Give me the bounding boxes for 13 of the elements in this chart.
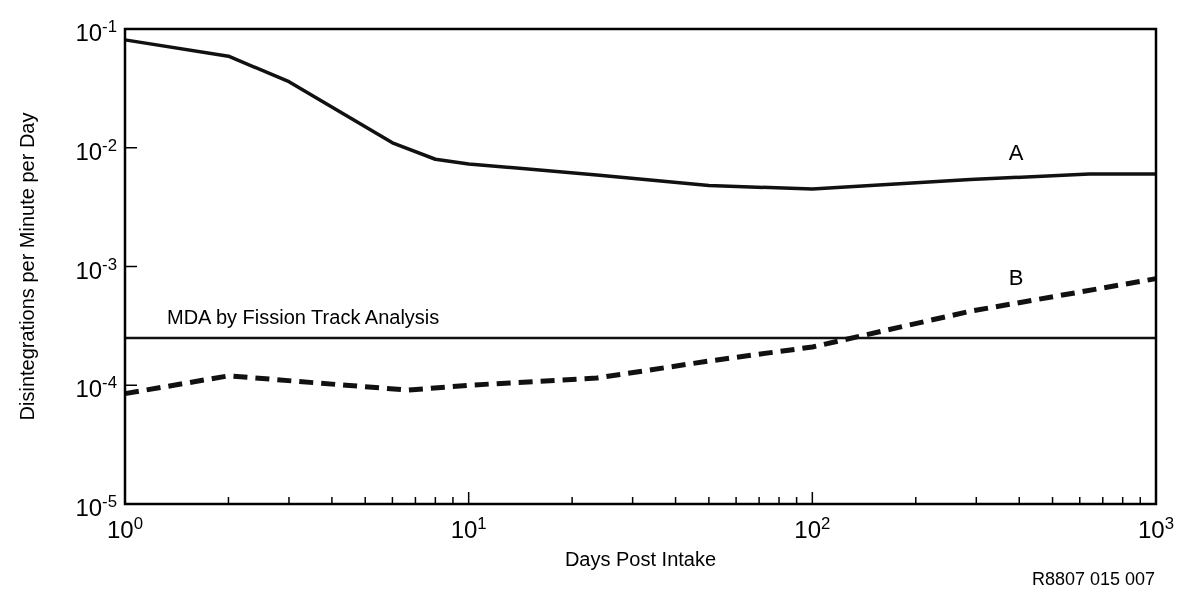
y-tick-label: 10$^{-3}$ [75,254,117,284]
y-tick-label: 10$^{-2}$ [75,135,117,165]
x-tick-label: 10$^{3}$ [1137,513,1175,543]
ref-line-label: MDA by Fission Track Analysis [167,305,440,328]
annotation: B [1008,265,1024,290]
y-tick-label: 10$^{-4}$ [75,372,117,403]
annotation: A [1008,140,1024,165]
y-tick-label: 10$^{-1}$ [75,16,117,46]
x-tick-label: 10$^{2}$ [794,513,831,543]
x-tick-label: 10$^{1}$ [450,513,487,543]
x-axis-title: Days Post Intake [564,548,717,570]
y-axis-title: Disintegrations per Minute per Day [16,112,38,421]
text: R8807 015 007 [1031,569,1155,589]
